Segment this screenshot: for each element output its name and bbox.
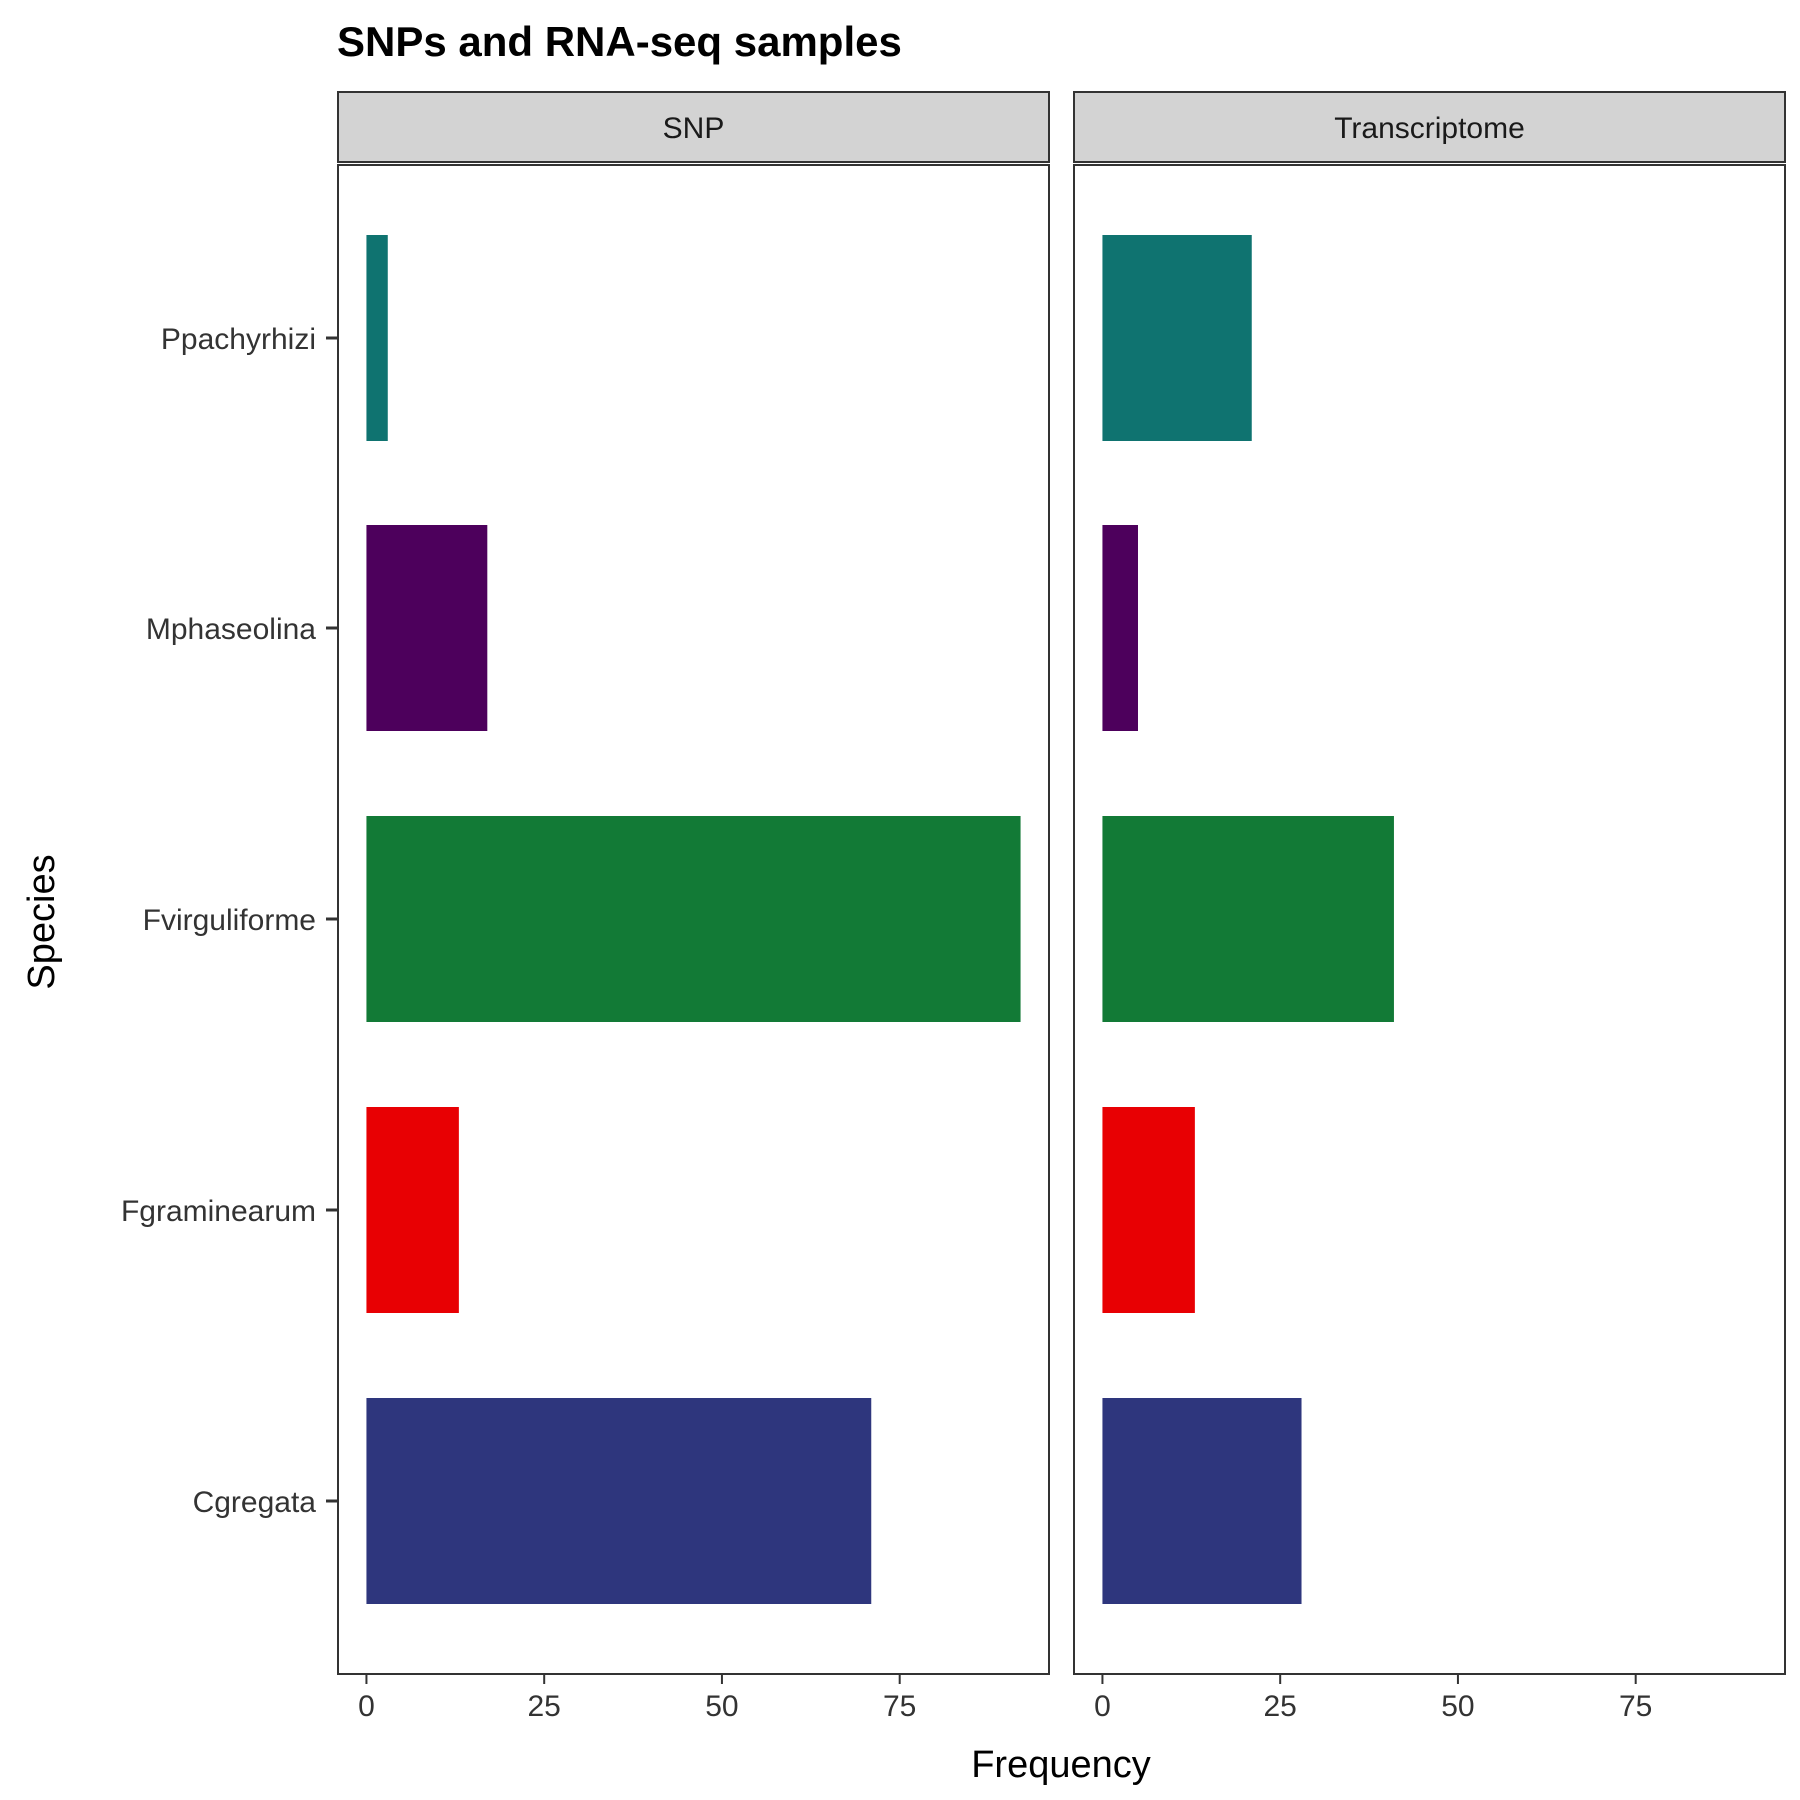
y-tick-label: Ppachyrhizi	[161, 323, 316, 356]
chart-title: SNPs and RNA-seq samples	[337, 18, 902, 65]
x-tick-label: 50	[1441, 1690, 1474, 1723]
bar-ppachyrhizi	[366, 235, 388, 441]
y-tick-label: Fgraminearum	[121, 1195, 316, 1228]
bar-mphaseolina	[366, 525, 488, 731]
panel-transcriptome: Transcriptome 0 25 50 75	[1073, 91, 1786, 1723]
bar-fvirguliforme	[366, 816, 1021, 1022]
y-tick-label: Cgregata	[193, 1486, 317, 1519]
panel-border	[1073, 164, 1786, 1675]
facet-strip	[1073, 91, 1786, 163]
bar-fvirguliforme	[1102, 816, 1394, 1022]
panel-snp: SNP 0 25 50 75	[337, 91, 1050, 1723]
y-axis-title: Species	[21, 854, 63, 989]
x-tick-label: 25	[528, 1690, 561, 1723]
facet-strip-label: SNP	[663, 112, 725, 145]
x-axis-title: Frequency	[971, 1744, 1151, 1786]
bar-cgregata	[366, 1398, 872, 1604]
bar-ppachyrhizi	[1102, 235, 1252, 441]
bar-mphaseolina	[1102, 525, 1138, 731]
y-axis: Ppachyrhizi Mphaseolina Fvirguliforme Fgram…	[121, 323, 338, 1519]
x-tick-label: 50	[705, 1690, 738, 1723]
facet-panels: SNP 0 25 50 75 Transcriptome 0 25 50 75	[337, 91, 1786, 1723]
bar-cgregata	[1102, 1398, 1302, 1604]
y-tick-label: Fvirguliforme	[143, 904, 316, 937]
bar-fgraminearum	[1102, 1107, 1195, 1313]
x-tick-label: 75	[1619, 1690, 1652, 1723]
y-tick-label: Mphaseolina	[146, 613, 316, 646]
x-tick-label: 25	[1264, 1690, 1297, 1723]
x-tick-label: 0	[358, 1690, 375, 1723]
bar-fgraminearum	[366, 1107, 459, 1313]
facet-strip	[337, 91, 1050, 163]
facet-strip-label: Transcriptome	[1334, 112, 1525, 145]
x-tick-label: 75	[883, 1690, 916, 1723]
x-tick-label: 0	[1094, 1690, 1111, 1723]
